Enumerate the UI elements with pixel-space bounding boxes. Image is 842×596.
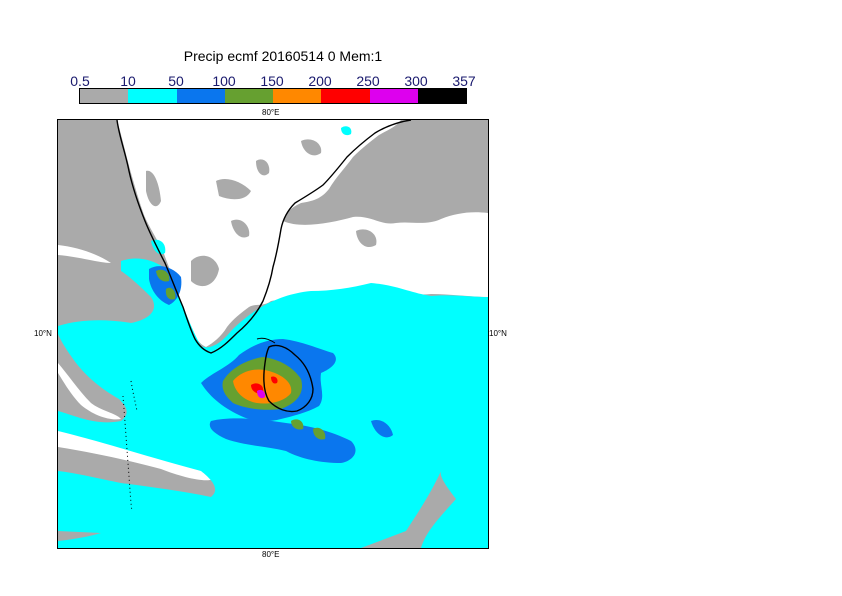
legend-label-4: 150 — [260, 73, 284, 89]
sri-lanka-outline — [263, 344, 314, 413]
lat-label-right: 10°N — [489, 329, 507, 338]
legend-swatch-6 — [369, 89, 418, 103]
legend-label-3: 100 — [212, 73, 236, 89]
map-title: Precip ecmf 20160514 0 Mem:1 — [183, 48, 383, 64]
legend-swatch-2 — [176, 89, 225, 103]
legend-swatch-4 — [273, 89, 322, 103]
precip-map[interactable] — [57, 119, 489, 549]
legend-label-8: 357 — [452, 73, 476, 89]
legend-swatch-7 — [417, 89, 466, 103]
legend-label-1: 10 — [120, 73, 136, 89]
legend-label-7: 300 — [404, 73, 428, 89]
legend-swatch-5 — [321, 89, 370, 103]
legend-swatch-3 — [224, 89, 273, 103]
legend-label-5: 200 — [308, 73, 332, 89]
color-legend — [79, 88, 467, 104]
legend-swatch-1 — [128, 89, 177, 103]
precip-150-200-area — [233, 369, 292, 404]
legend-label-0: 0.5 — [70, 73, 90, 89]
legend-label-6: 250 — [356, 73, 380, 89]
lon-label-bottom: 80°E — [262, 550, 280, 559]
coastline — [116, 120, 412, 354]
legend-label-2: 50 — [168, 73, 184, 89]
precip-250-300-area — [257, 389, 266, 399]
lon-label-top: 80°E — [262, 108, 280, 117]
lat-label-left: 10°N — [34, 329, 52, 338]
legend-swatch-0 — [80, 89, 129, 103]
